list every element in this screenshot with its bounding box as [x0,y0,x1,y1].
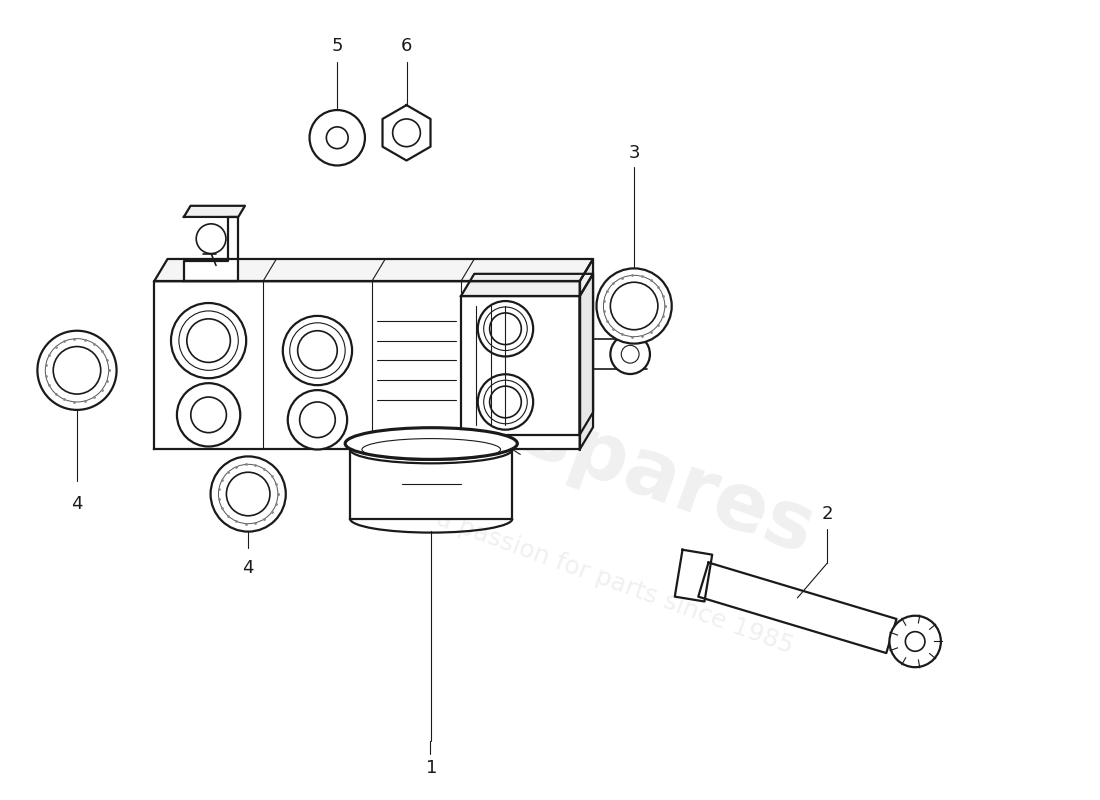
Text: a passion for parts since 1985: a passion for parts since 1985 [433,506,798,658]
Polygon shape [461,274,593,296]
Text: 4: 4 [242,559,254,578]
Polygon shape [154,259,593,282]
Polygon shape [580,259,593,450]
Circle shape [288,390,348,450]
Polygon shape [350,450,513,518]
Polygon shape [184,217,239,282]
Circle shape [37,330,117,410]
Polygon shape [154,282,580,450]
Text: 6: 6 [400,37,412,54]
Polygon shape [698,562,896,653]
Circle shape [309,110,365,166]
Polygon shape [383,105,430,161]
Text: 1: 1 [426,759,437,777]
Text: 5: 5 [331,37,343,54]
Text: 3: 3 [628,144,640,162]
Polygon shape [580,274,593,434]
Circle shape [283,316,352,385]
Polygon shape [461,296,580,434]
Circle shape [196,224,225,254]
Ellipse shape [345,428,517,459]
Circle shape [177,383,240,446]
Polygon shape [184,206,245,217]
Text: 4: 4 [72,495,82,513]
Text: 2: 2 [822,505,833,523]
Ellipse shape [350,436,513,463]
Circle shape [610,334,650,374]
Circle shape [890,616,940,667]
Circle shape [596,268,672,343]
Polygon shape [674,550,712,602]
Circle shape [477,301,534,357]
Text: eurospares: eurospares [319,324,825,571]
Circle shape [170,303,246,378]
Circle shape [210,457,286,532]
Circle shape [477,374,534,430]
